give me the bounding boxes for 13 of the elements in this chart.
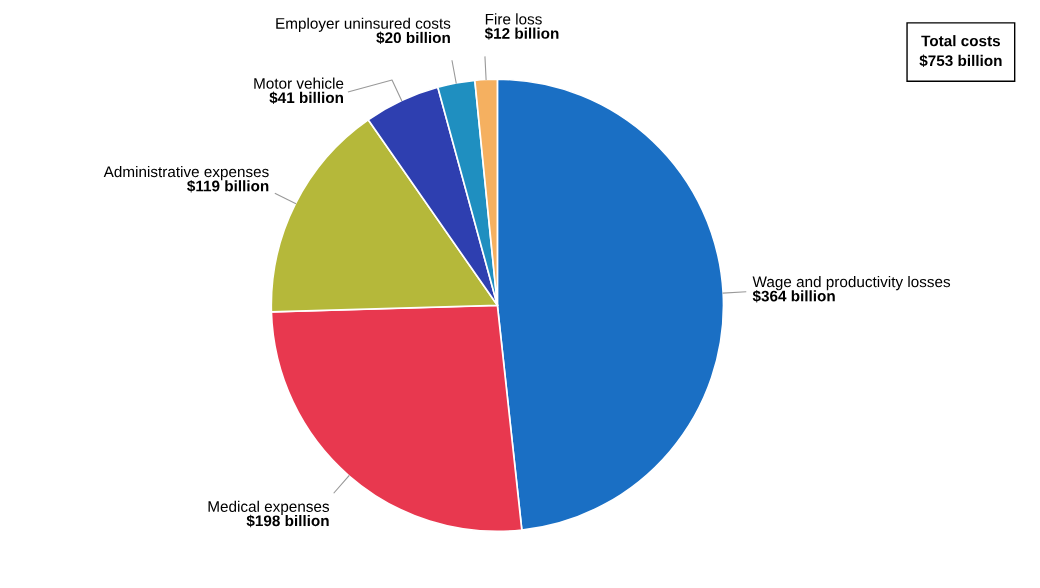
- text: $753 billion: [919, 54, 1002, 68]
- data-label: $364 billion: [752, 289, 835, 303]
- data-label: $41 billion: [269, 91, 343, 105]
- slice-label: Motor vehicle: [254, 77, 344, 89]
- slice-label: Fire loss: [485, 13, 542, 25]
- slice-label: Administrative expenses: [103, 165, 269, 181]
- slice-label: Medical expenses: [208, 500, 330, 515]
- data-label: $20 billion: [376, 31, 450, 45]
- text: Total costs: [921, 35, 1001, 47]
- slice-label: Wage and productivity losses: [752, 276, 951, 291]
- data-label: $12 billion: [484, 27, 559, 40]
- slice-label: Employer uninsured costs: [276, 17, 451, 32]
- data-label: $198 billion: [246, 514, 329, 528]
